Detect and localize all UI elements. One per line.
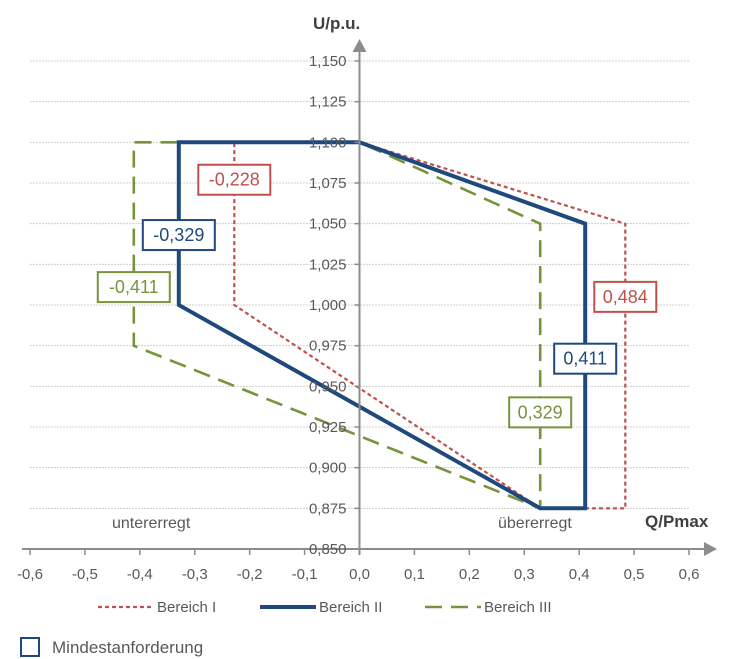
- annotation-box: [96, 271, 171, 304]
- y-tick-label: 0,925: [309, 419, 347, 436]
- x-axis-arrow-icon: [704, 542, 717, 556]
- series-layer: [132, 140, 627, 511]
- x-tick-label: 0,4: [569, 566, 590, 583]
- y-axis-title: U/p.u.: [313, 14, 360, 33]
- legend-label: Bereich III: [484, 599, 552, 616]
- region-label-right: übererregt: [498, 515, 572, 532]
- y-tick-label: 0,950: [309, 378, 347, 395]
- x-tick-label: 0,0: [349, 566, 370, 583]
- legend: Bereich I Bereich II Bereich III: [98, 599, 552, 616]
- x-tick-label: 0,3: [514, 566, 535, 583]
- y-tick-label: 0,850: [309, 541, 347, 558]
- axes: [22, 39, 717, 556]
- x-tick-label: 0,1: [404, 566, 425, 583]
- annotation-box: [553, 342, 618, 375]
- y-tick-label: 1,100: [309, 134, 347, 151]
- annotation-label: 0,329: [518, 402, 563, 422]
- annotation-box: [197, 163, 272, 196]
- annotation-box: [508, 396, 573, 429]
- x-tick-label: -0,6: [17, 566, 43, 583]
- y-tick-label: 1,125: [309, 94, 347, 111]
- annotation-box: [593, 280, 658, 313]
- y-tick-label: 0,875: [309, 500, 347, 517]
- note-box-icon: [20, 637, 40, 657]
- x-axis-title: Q/Pmax: [645, 512, 709, 531]
- y-tick-label: 0,975: [309, 338, 347, 355]
- x-tick-label: -0,3: [182, 566, 208, 583]
- y-tick-label: 1,025: [309, 256, 347, 273]
- annotation-label: -0,329: [153, 225, 204, 245]
- legend-label: Bereich II: [319, 599, 382, 616]
- annotation-label: 0,484: [603, 287, 648, 307]
- y-tick-label: 1,050: [309, 216, 347, 233]
- y-tick-label: 1,150: [309, 53, 347, 70]
- series-line-bereich-i: [233, 141, 627, 510]
- y-tick-label: 1,075: [309, 175, 347, 192]
- annotation-label: -0,228: [209, 170, 260, 190]
- annotation-label: -0,411: [109, 277, 159, 297]
- legend-label: Bereich I: [157, 599, 216, 616]
- x-tick-label: -0,5: [72, 566, 98, 583]
- series-line-bereich-iii: [132, 141, 542, 511]
- annotations: -0,228 -0,329 -0,411 0,484 0,411 0,329: [96, 163, 658, 429]
- x-tick-label: -0,4: [127, 566, 153, 583]
- x-tick-label: 0,6: [679, 566, 700, 583]
- annotation-box: [141, 219, 216, 252]
- tick-labels: 0,850 0,875 0,900 0,925 0,950 0,975 1,000 1,025…: [17, 53, 699, 583]
- x-tick-label: 0,2: [459, 566, 480, 583]
- y-tick-label: 0,900: [309, 460, 347, 477]
- series-line-bereich-ii: [176, 140, 588, 511]
- x-tick-label: -0,1: [292, 566, 318, 583]
- x-tick-label: -0,2: [237, 566, 263, 583]
- x-tick-label: 0,5: [624, 566, 645, 583]
- y-tick-label: 1,000: [309, 297, 347, 314]
- y-axis-arrow-icon: [352, 39, 367, 52]
- region-label-left: untererregt: [112, 515, 191, 532]
- annotation-label: 0,411: [563, 349, 607, 369]
- note-text: Mindestanforderung: [52, 638, 203, 657]
